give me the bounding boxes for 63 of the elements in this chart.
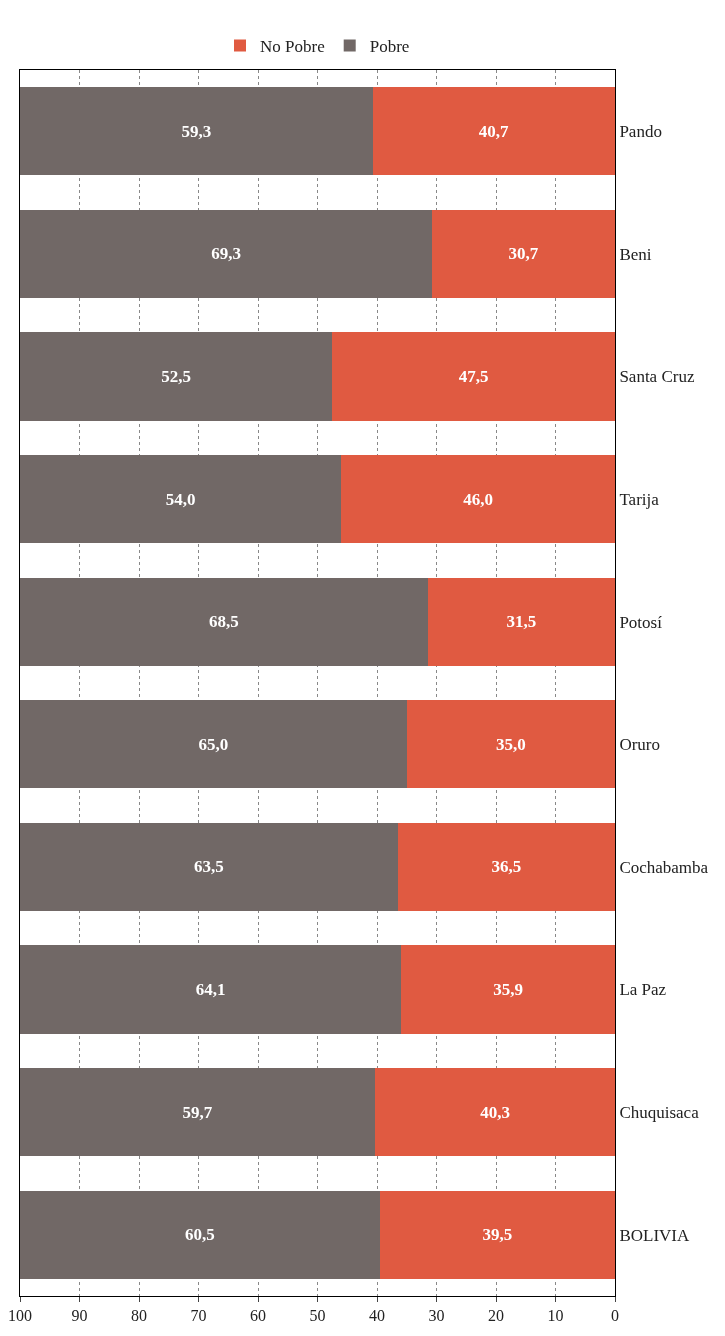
bar <box>401 945 615 1034</box>
bar <box>379 1190 615 1279</box>
data-label: 59,3 <box>181 121 212 141</box>
data-label: 60,5 <box>185 1225 215 1245</box>
bar <box>332 332 615 421</box>
data-label: 68,5 <box>208 612 239 632</box>
y-tick-label: Cochabamba <box>619 857 709 877</box>
legend-label: Pobre <box>369 37 410 57</box>
x-tick-label: 100 <box>8 1307 32 1325</box>
bar <box>20 1067 376 1157</box>
data-label: 63,5 <box>194 857 224 877</box>
bar <box>20 1190 380 1279</box>
bar <box>20 209 433 299</box>
x-tick-label: 90 <box>71 1307 88 1325</box>
data-label: 54,0 <box>165 489 196 509</box>
data-label: 30,7 <box>508 244 539 264</box>
data-label: 35,9 <box>493 980 524 999</box>
x-tick-label: 80 <box>131 1307 147 1325</box>
y-tick-label: Oruro <box>619 735 661 755</box>
data-label: 39,5 <box>482 1225 513 1245</box>
bar <box>20 454 342 544</box>
data-label: 40,7 <box>478 121 510 141</box>
bar <box>20 577 428 666</box>
x-tick-label: 50 <box>309 1307 326 1325</box>
y-tick-label: BOLIVIA <box>619 1225 690 1245</box>
bar <box>375 1067 615 1157</box>
bar <box>406 700 615 789</box>
y-tick-label: Potosí <box>619 612 663 632</box>
bar <box>427 577 615 666</box>
bar <box>372 87 615 176</box>
x-tick-label: 70 <box>190 1307 207 1325</box>
bar <box>20 700 407 789</box>
y-tick-label: La Paz <box>619 980 667 1000</box>
data-label: 65,0 <box>198 734 229 754</box>
data-label: 31,5 <box>506 612 537 632</box>
bar <box>20 945 402 1034</box>
y-tick-label: Tarija <box>619 490 660 510</box>
x-tick-label: 0 <box>611 1307 619 1325</box>
bar <box>397 822 615 912</box>
x-tick-label: 30 <box>428 1307 445 1325</box>
x-tick-label: 10 <box>547 1307 564 1325</box>
legend-label: No Pobre <box>260 37 325 57</box>
bar <box>432 209 615 299</box>
y-tick-label: Santa Cruz <box>619 367 695 387</box>
y-tick-label: Chuquisaca <box>619 1103 700 1123</box>
data-label: 40,3 <box>480 1102 510 1122</box>
bar <box>20 87 373 176</box>
data-label: 47,5 <box>458 367 489 386</box>
y-tick-label: Pando <box>619 122 662 142</box>
x-tick-label: 40 <box>369 1307 385 1325</box>
data-label: 36,5 <box>491 857 522 877</box>
y-tick-label: Beni <box>619 244 652 264</box>
bar <box>20 822 398 912</box>
data-label: 64,1 <box>195 980 226 999</box>
data-label: 59,7 <box>182 1102 213 1122</box>
data-label: 69,3 <box>211 244 242 264</box>
bar <box>341 454 615 544</box>
data-label: 46,0 <box>463 489 494 509</box>
data-label: 52,5 <box>161 367 192 386</box>
x-tick-label: 20 <box>488 1307 504 1325</box>
bar <box>20 332 333 421</box>
data-label: 35,0 <box>496 734 526 754</box>
x-tick-label: 60 <box>250 1307 266 1325</box>
